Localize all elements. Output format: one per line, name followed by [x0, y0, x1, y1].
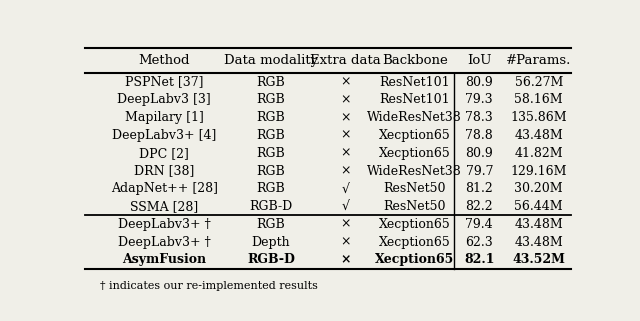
Text: ResNet101: ResNet101	[380, 75, 450, 89]
Text: ResNet50: ResNet50	[383, 182, 446, 195]
Text: ×: ×	[340, 164, 351, 178]
Text: 79.4: 79.4	[465, 218, 493, 231]
Text: RGB: RGB	[257, 164, 285, 178]
Text: ×: ×	[340, 129, 351, 142]
Text: ×: ×	[340, 254, 351, 266]
Text: RGB: RGB	[257, 111, 285, 124]
Text: Xecption65: Xecption65	[379, 129, 451, 142]
Text: 62.3: 62.3	[465, 236, 493, 249]
Text: Mapilary [1]: Mapilary [1]	[125, 111, 204, 124]
Text: RGB: RGB	[257, 218, 285, 231]
Text: IoU: IoU	[467, 54, 492, 67]
Text: ×: ×	[340, 218, 351, 231]
Text: AdapNet++ [28]: AdapNet++ [28]	[111, 182, 218, 195]
Text: 129.16M: 129.16M	[511, 164, 567, 178]
Text: WideResNet38: WideResNet38	[367, 111, 462, 124]
Text: ×: ×	[340, 75, 351, 89]
Text: 78.3: 78.3	[465, 111, 493, 124]
Text: 43.48M: 43.48M	[515, 218, 563, 231]
Text: PSPNet [37]: PSPNet [37]	[125, 75, 204, 89]
Text: #Params.: #Params.	[506, 54, 572, 67]
Text: Data modality: Data modality	[224, 54, 318, 67]
Text: 56.27M: 56.27M	[515, 75, 563, 89]
Text: Depth: Depth	[252, 236, 291, 249]
Text: ×: ×	[340, 236, 351, 249]
Text: 43.48M: 43.48M	[515, 129, 563, 142]
Text: 79.7: 79.7	[465, 164, 493, 178]
Text: Method: Method	[139, 54, 190, 67]
Text: 80.9: 80.9	[465, 147, 493, 160]
Text: 41.82M: 41.82M	[515, 147, 563, 160]
Text: √: √	[341, 182, 349, 195]
Text: DeepLabv3+ †: DeepLabv3+ †	[118, 236, 211, 249]
Text: † indicates our re-implemented results: † indicates our re-implemented results	[100, 281, 317, 291]
Text: 82.2: 82.2	[465, 200, 493, 213]
Text: 79.3: 79.3	[465, 93, 493, 106]
Text: ×: ×	[340, 93, 351, 106]
Text: ×: ×	[340, 111, 351, 124]
Text: 43.48M: 43.48M	[515, 236, 563, 249]
Text: RGB: RGB	[257, 93, 285, 106]
Text: 82.1: 82.1	[464, 254, 495, 266]
Text: SSMA [28]: SSMA [28]	[130, 200, 198, 213]
Text: RGB: RGB	[257, 75, 285, 89]
Text: 43.52M: 43.52M	[513, 254, 565, 266]
Text: 81.2: 81.2	[465, 182, 493, 195]
Text: RGB: RGB	[257, 182, 285, 195]
Text: 30.20M: 30.20M	[515, 182, 563, 195]
Text: DeepLabv3+ [4]: DeepLabv3+ [4]	[112, 129, 216, 142]
Text: RGB: RGB	[257, 129, 285, 142]
Text: WideResNet38: WideResNet38	[367, 164, 462, 178]
Text: AsymFusion: AsymFusion	[122, 254, 206, 266]
Text: Xecption65: Xecption65	[379, 218, 451, 231]
Text: DeepLabv3 [3]: DeepLabv3 [3]	[118, 93, 211, 106]
Text: 58.16M: 58.16M	[515, 93, 563, 106]
Text: Xecption65: Xecption65	[375, 254, 454, 266]
Text: RGB-D: RGB-D	[247, 254, 295, 266]
Text: ResNet50: ResNet50	[383, 200, 446, 213]
Text: Xecption65: Xecption65	[379, 147, 451, 160]
Text: ×: ×	[340, 147, 351, 160]
Text: Backbone: Backbone	[382, 54, 447, 67]
Text: 135.86M: 135.86M	[511, 111, 567, 124]
Text: RGB: RGB	[257, 147, 285, 160]
Text: 80.9: 80.9	[465, 75, 493, 89]
Text: ResNet101: ResNet101	[380, 93, 450, 106]
Text: Extra data: Extra data	[310, 54, 381, 67]
Text: RGB-D: RGB-D	[250, 200, 292, 213]
Text: DRN [38]: DRN [38]	[134, 164, 195, 178]
Text: √: √	[341, 200, 349, 213]
Text: DPC [2]: DPC [2]	[140, 147, 189, 160]
Text: Xecption65: Xecption65	[379, 236, 451, 249]
Text: 56.44M: 56.44M	[515, 200, 563, 213]
Text: DeepLabv3+ †: DeepLabv3+ †	[118, 218, 211, 231]
Text: 78.8: 78.8	[465, 129, 493, 142]
